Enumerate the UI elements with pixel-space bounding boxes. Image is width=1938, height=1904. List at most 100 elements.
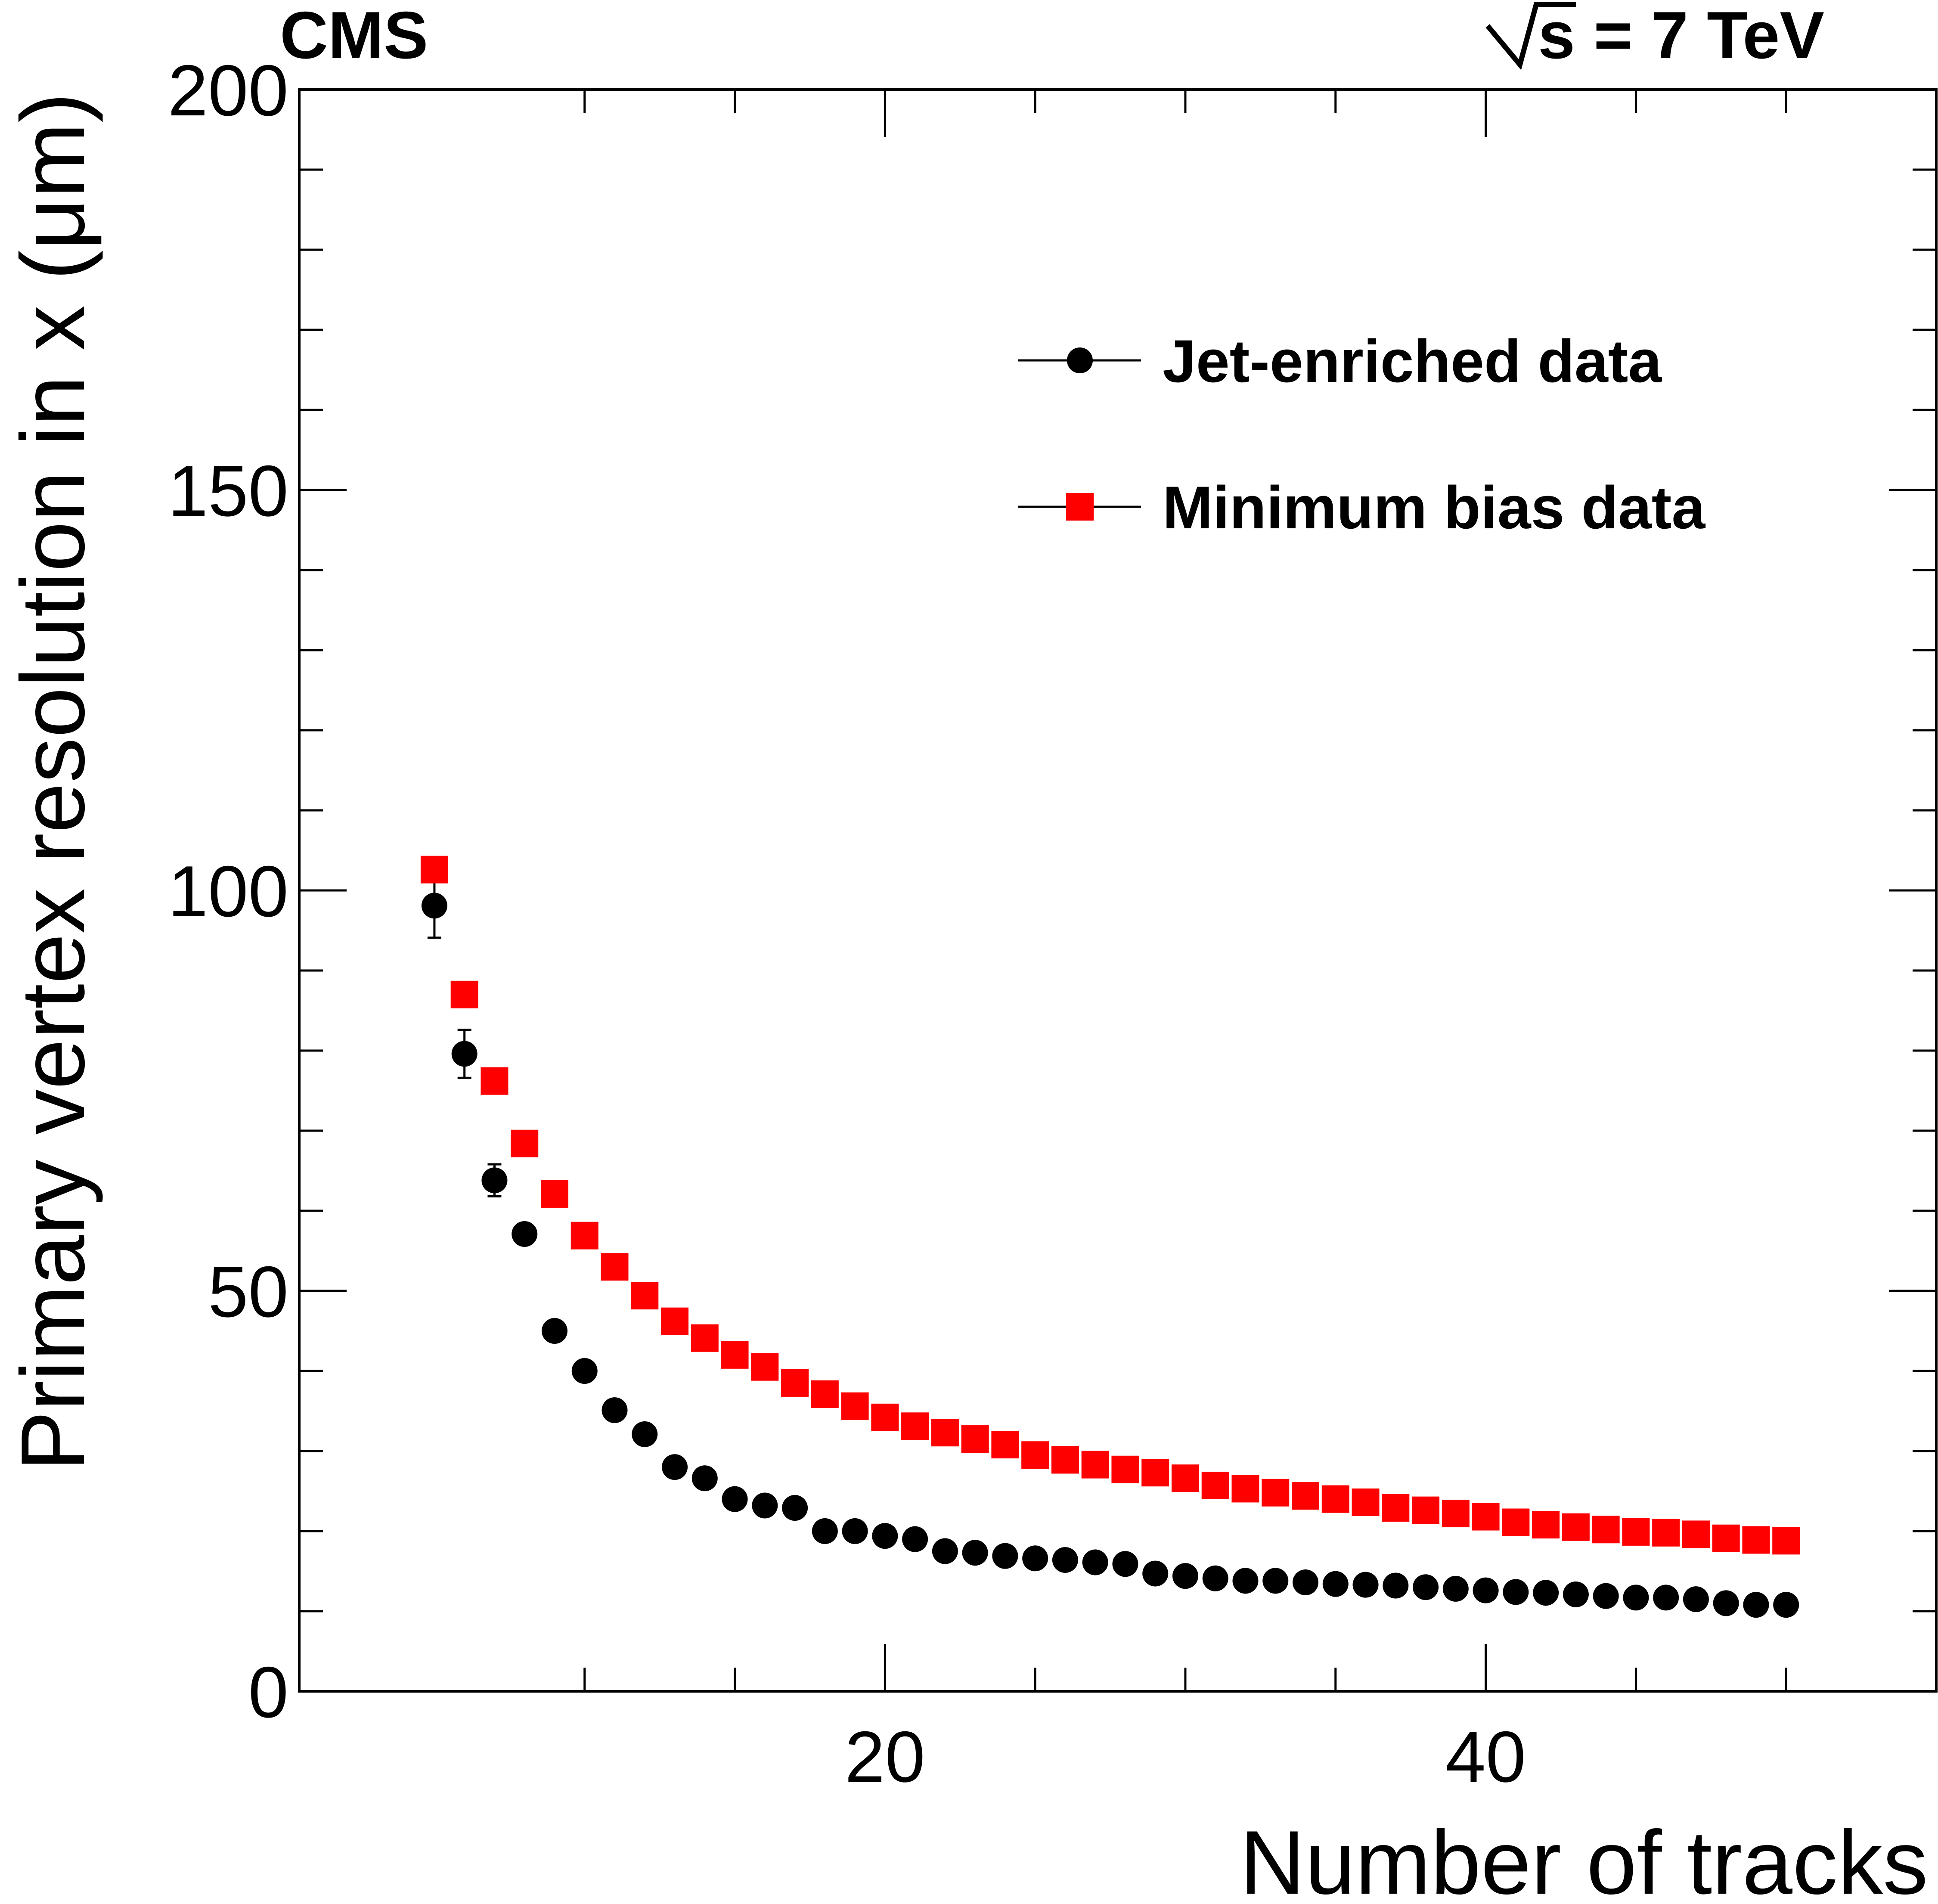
data-point [691, 1465, 718, 1492]
data-point [1051, 1446, 1079, 1474]
data-point [781, 1369, 809, 1397]
x-tick-label: 40 [1445, 1716, 1526, 1797]
data-point [1352, 1572, 1379, 1598]
data-point [1022, 1545, 1048, 1572]
data-point [662, 1454, 688, 1480]
data-point [420, 856, 448, 884]
data-point [540, 1180, 568, 1208]
data-point [1383, 1572, 1409, 1599]
data-point [1503, 1579, 1529, 1605]
experiment-label: CMS [280, 0, 428, 72]
y-tick-label: 150 [168, 450, 288, 531]
data-point [631, 1282, 659, 1310]
data-point [931, 1419, 959, 1447]
data-point [812, 1518, 838, 1544]
data-point [1201, 1471, 1229, 1499]
data-point [1052, 1547, 1078, 1573]
data-point [1592, 1516, 1620, 1544]
data-point [571, 1222, 598, 1250]
energy-label: s = 7 TeV [1485, 0, 1824, 72]
y-tick-label: 0 [248, 1652, 288, 1733]
series-1 [421, 872, 1799, 1618]
x-tick-label: 20 [845, 1716, 925, 1797]
data-point [1593, 1583, 1619, 1609]
data-point [1502, 1508, 1530, 1536]
data-point [902, 1526, 928, 1552]
data-point [1532, 1511, 1560, 1539]
data-point [1111, 1455, 1139, 1483]
data-point [962, 1540, 988, 1566]
data-point [1442, 1575, 1469, 1602]
data-point [752, 1492, 778, 1519]
legend: Jet-enriched data Minimum bias data [1018, 327, 1705, 541]
data-point [691, 1324, 719, 1352]
data-point [1533, 1580, 1559, 1606]
data-point [661, 1307, 689, 1335]
data-point [632, 1421, 658, 1447]
data-point [1682, 1520, 1710, 1548]
data-point [1141, 1459, 1169, 1487]
data-point [1472, 1503, 1500, 1531]
data-point [871, 1403, 899, 1431]
data-point [1082, 1549, 1108, 1575]
legend-entry: Minimum bias data [1018, 474, 1705, 541]
data-point [1112, 1551, 1138, 1577]
data-point [1021, 1441, 1049, 1469]
data-point [841, 1392, 869, 1420]
data-point [1171, 1464, 1199, 1492]
data-point [1442, 1500, 1470, 1528]
legend-marker-square [1066, 493, 1094, 521]
data-point [421, 893, 447, 919]
data-point [1773, 1592, 1799, 1618]
data-point [811, 1380, 839, 1408]
data-point [1562, 1513, 1590, 1541]
data-point [992, 1543, 1018, 1569]
data-point [1713, 1590, 1739, 1616]
data-point [751, 1353, 779, 1381]
axis-tick-labels: 20 40 0 50 100 150 200 [168, 50, 1526, 1797]
data-point [842, 1518, 868, 1544]
data-point [1262, 1479, 1290, 1507]
data-point [1172, 1563, 1198, 1589]
legend-label: Minimum bias data [1163, 474, 1705, 541]
data-point [511, 1129, 539, 1157]
series-2 [420, 856, 1800, 1555]
data-point [450, 980, 478, 1008]
data-point [991, 1431, 1019, 1459]
data-markers [420, 856, 1800, 1618]
data-point [1293, 1569, 1319, 1596]
data-point [1232, 1568, 1259, 1594]
data-point [481, 1167, 508, 1194]
data-point [1081, 1451, 1109, 1479]
y-axis-title: Primary vertex resolution in x (μm) [2, 93, 103, 1471]
data-point [1413, 1574, 1439, 1600]
legend-marker-circle [1067, 347, 1093, 373]
data-point [1473, 1577, 1499, 1603]
data-point [932, 1538, 958, 1564]
data-point [1322, 1571, 1349, 1597]
sqrt-symbol [1485, 2, 1576, 70]
data-point [872, 1523, 898, 1549]
data-point [1352, 1488, 1380, 1516]
legend-entry: Jet-enriched data [1018, 327, 1662, 395]
data-point [1563, 1581, 1589, 1607]
data-point [1743, 1592, 1769, 1618]
data-point [901, 1412, 929, 1440]
data-point [1262, 1568, 1289, 1594]
data-point [1712, 1524, 1740, 1552]
x-axis-title: Number of tracks [1240, 1812, 1928, 1904]
data-point [512, 1221, 538, 1247]
data-point [1202, 1565, 1228, 1591]
energy-label-text: s = 7 TeV [1538, 0, 1824, 72]
data-point [1653, 1585, 1679, 1611]
data-point [1292, 1482, 1320, 1510]
plot-frame [298, 88, 1938, 1693]
data-point [1772, 1527, 1800, 1555]
data-point [451, 1041, 478, 1067]
axis-ticks [299, 88, 1936, 1693]
data-point [1321, 1485, 1349, 1513]
data-point [541, 1318, 567, 1344]
data-point [1742, 1526, 1770, 1554]
